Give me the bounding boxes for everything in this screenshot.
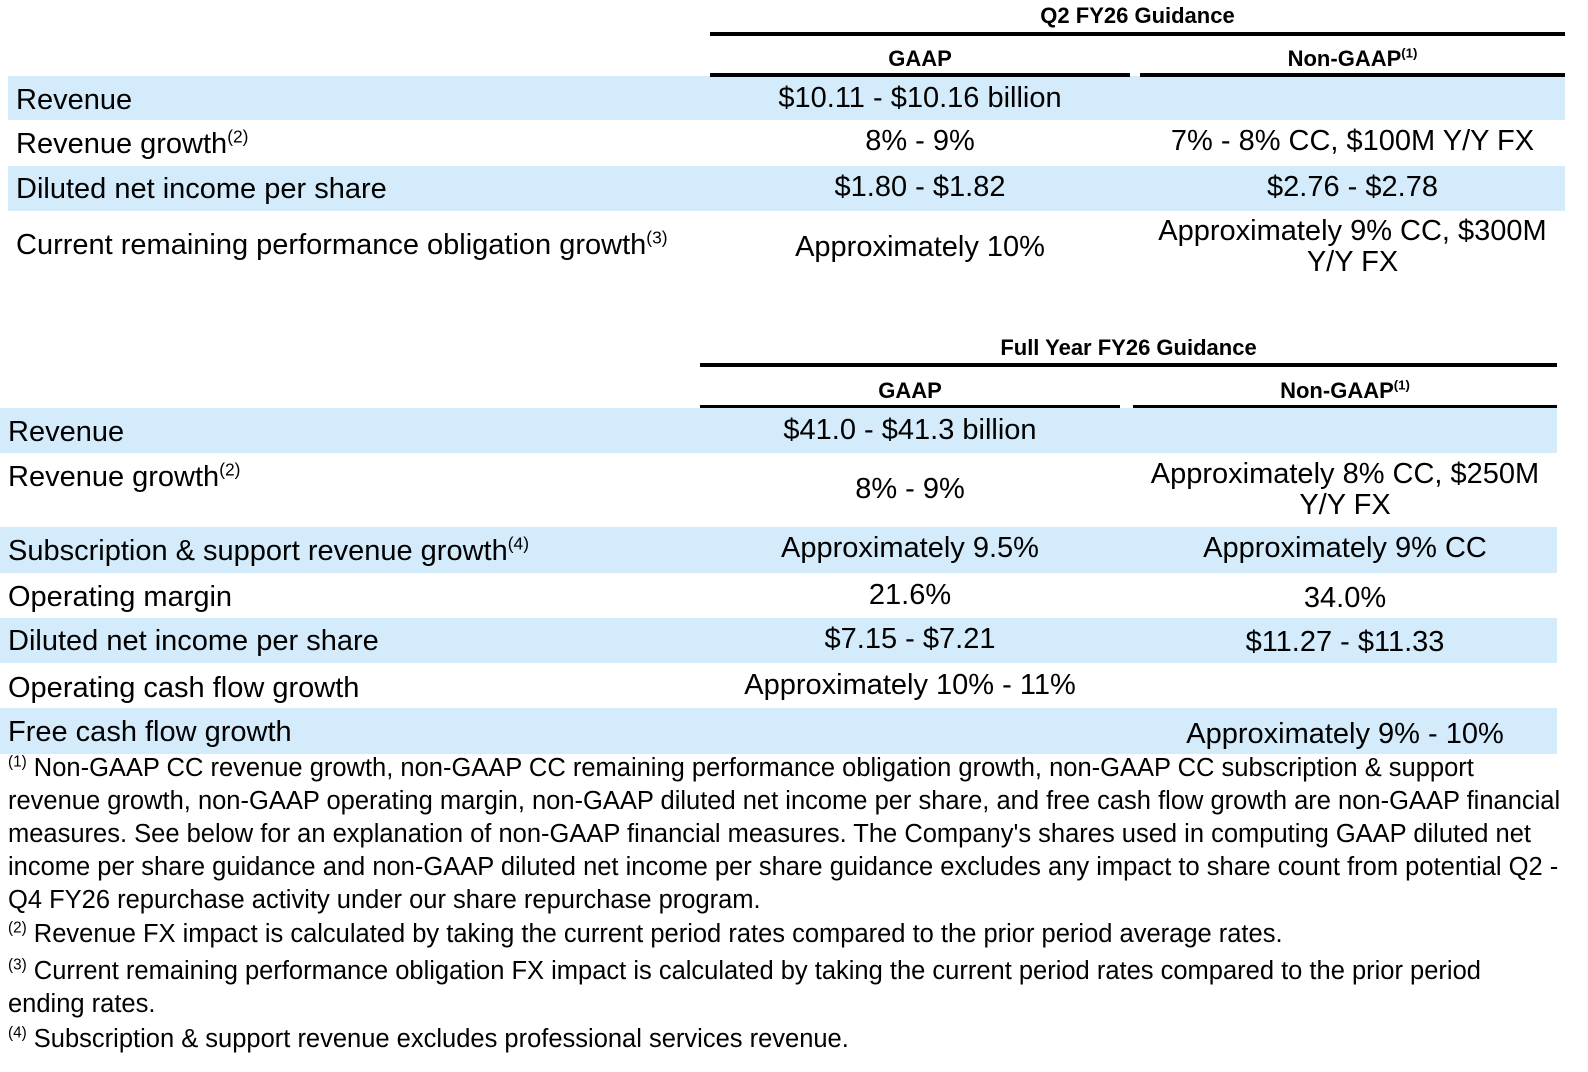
footnote-ref: (2) [227, 126, 249, 147]
divider [1140, 73, 1565, 77]
row-label: Current remaining performance obligation… [16, 229, 668, 262]
divider [700, 405, 1120, 409]
nongaap-value: 34.0% [1303, 582, 1387, 614]
label-text: Subscription & support revenue growth [8, 535, 508, 567]
label-text: Current remaining performance obligation… [16, 229, 647, 261]
footnote-3: (3) Current remaining performance obliga… [8, 955, 1508, 1021]
nongaap-value: Approximately 9% - 10% [1186, 718, 1504, 750]
gaap-value: 8% - 9% [865, 125, 975, 157]
nongaap-value: $11.27 - $11.33 [1245, 626, 1445, 658]
row-label: Revenue growth(2) [16, 128, 248, 161]
row-band [8, 76, 1565, 120]
footnote-2: (2) Revenue FX impact is calculated by t… [8, 918, 1568, 951]
row-label: Revenue [16, 84, 132, 117]
gaap-value: $7.15 - $7.21 [824, 623, 996, 655]
row-label: Free cash flow growth [8, 716, 292, 749]
row-label: Diluted net income per share [16, 173, 387, 206]
row-label: Revenue growth(2) [8, 461, 240, 494]
label-text: Diluted net income per share [16, 173, 387, 205]
row-band [0, 708, 1557, 754]
footnote-text: Non-GAAP CC revenue growth, non-GAAP CC … [8, 754, 1561, 914]
footnote-marker: (3) [8, 956, 27, 974]
nongaap-header: Non-GAAP(1) [1140, 46, 1565, 72]
nongaap-value: Approximately 9% CC, $300M Y/Y FX [1158, 215, 1547, 278]
row-label: Revenue [8, 416, 124, 449]
footnote-ref: (2) [219, 459, 241, 480]
gaap-value: $10.11 - $10.16 billion [778, 82, 1062, 114]
nongaap-header: Non-GAAP(1) [1133, 378, 1557, 404]
label-text: Operating margin [8, 581, 233, 613]
footnote-text: Subscription & support revenue excludes … [33, 1025, 849, 1053]
row-band [0, 618, 1557, 663]
gaap-value: 21.6% [868, 579, 952, 611]
divider [710, 32, 1565, 36]
row-label: Subscription & support revenue growth(4) [8, 535, 529, 568]
footnote-4: (4) Subscription & support revenue exclu… [8, 1023, 1568, 1056]
q2-title: Q2 FY26 Guidance [1040, 3, 1235, 28]
gaap-header: GAAP [888, 46, 952, 71]
label-text: Free cash flow growth [8, 716, 292, 748]
nongaap-value: Approximately 8% CC, $250M Y/Y FX [1150, 458, 1540, 521]
label-text: Revenue growth [8, 461, 220, 493]
label-text: Revenue [16, 84, 133, 116]
row-label: Operating margin [8, 581, 232, 614]
gaap-value: $1.80 - $1.82 [834, 171, 1006, 203]
gaap-value: Approximately 9.5% [781, 532, 1039, 564]
footnote-ref: (3) [646, 227, 668, 248]
footnote-ref: (1) [1393, 377, 1410, 393]
gaap-value: Approximately 10% [795, 231, 1045, 263]
footnote-text: Revenue FX impact is calculated by takin… [33, 920, 1283, 948]
nongaap-value: $2.76 - $2.78 [1267, 171, 1438, 203]
label-text: Operating cash flow growth [8, 672, 360, 704]
divider [1133, 405, 1557, 409]
row-band [0, 408, 1557, 453]
footnote-1: (1) Non-GAAP CC revenue growth, non-GAAP… [8, 752, 1568, 917]
divider [710, 73, 1130, 77]
row-label: Diluted net income per share [8, 625, 379, 658]
gaap-header: GAAP [878, 378, 942, 403]
divider [700, 363, 1557, 367]
row-label: Operating cash flow growth [8, 672, 359, 705]
label-text: Revenue growth [16, 128, 228, 160]
nongaap-label: Non-GAAP [1280, 378, 1394, 403]
footnote-ref: (1) [1401, 45, 1418, 61]
footnote-text: Current remaining performance obligation… [8, 957, 1481, 1018]
label-text: Revenue [8, 416, 125, 448]
row-band [0, 527, 1557, 573]
footnote-marker: (4) [8, 1024, 27, 1042]
gaap-value: Approximately 10% - 11% [744, 669, 1076, 701]
row-band [8, 166, 1565, 211]
footnote-marker: (1) [8, 753, 27, 771]
nongaap-value: 7% - 8% CC, $100M Y/Y FX [1170, 125, 1535, 157]
footnote-ref: (4) [507, 533, 529, 554]
nongaap-value: Approximately 9% CC [1203, 532, 1487, 564]
footnote-marker: (2) [8, 919, 27, 937]
fy-title: Full Year FY26 Guidance [1000, 335, 1257, 360]
nongaap-label: Non-GAAP [1287, 46, 1402, 71]
gaap-value: 8% - 9% [855, 473, 965, 505]
gaap-value: $41.0 - $41.3 billion [783, 414, 1037, 446]
label-text: Diluted net income per share [8, 625, 379, 657]
